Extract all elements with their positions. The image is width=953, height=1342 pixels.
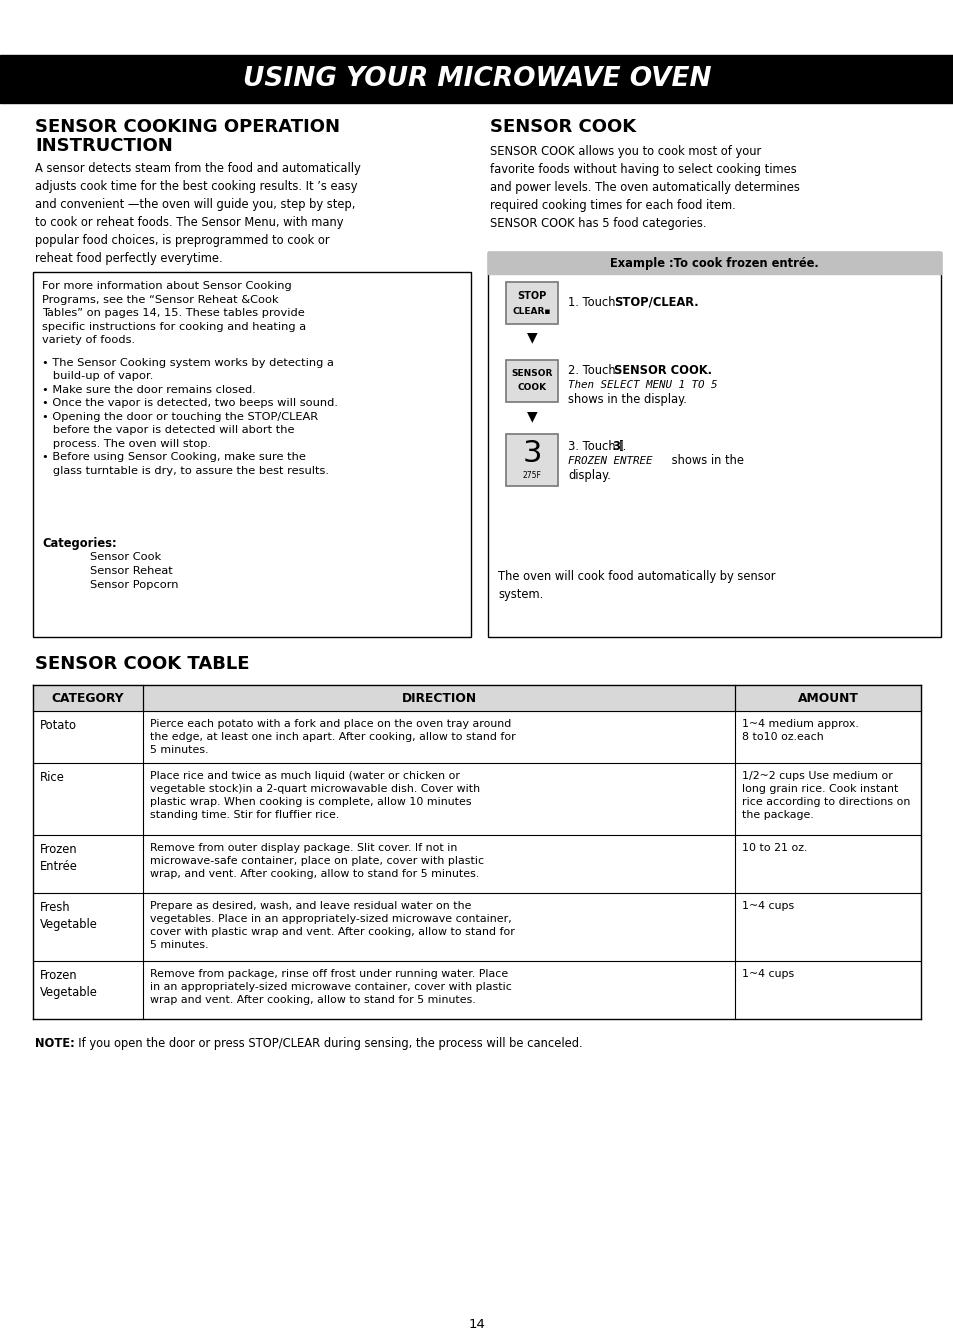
Text: Sensor Cook: Sensor Cook [90, 552, 161, 562]
Text: 1~4 medium approx.
8 to10 oz.each: 1~4 medium approx. 8 to10 oz.each [741, 719, 858, 742]
Text: 1~4 cups: 1~4 cups [741, 969, 794, 980]
Text: 3: 3 [521, 439, 541, 468]
Text: • Opening the door or touching the STOP/CLEAR
   before the vapor is detected wi: • Opening the door or touching the STOP/… [42, 412, 317, 448]
Text: Categories:: Categories: [42, 537, 116, 550]
Text: AMOUNT: AMOUNT [797, 691, 858, 705]
Text: 3: 3 [612, 439, 619, 452]
Text: A sensor detects steam from the food and automatically
adjusts cook time for the: A sensor detects steam from the food and… [35, 162, 360, 264]
Text: SENSOR COOK TABLE: SENSOR COOK TABLE [35, 655, 250, 672]
Text: 1~4 cups: 1~4 cups [741, 900, 794, 911]
Text: SENSOR COOK: SENSOR COOK [490, 118, 636, 136]
Text: COOK: COOK [517, 384, 546, 392]
Text: shows in the display.: shows in the display. [567, 392, 686, 405]
Text: display.: display. [567, 468, 610, 482]
Text: • Make sure the door remains closed.: • Make sure the door remains closed. [42, 385, 255, 395]
Text: ].: ]. [618, 439, 626, 452]
Text: SENSOR COOKING OPERATION: SENSOR COOKING OPERATION [35, 118, 339, 136]
Text: For more information about Sensor Cooking
Programs, see the “Sensor Reheat &Cook: For more information about Sensor Cookin… [42, 280, 306, 345]
Bar [505, 282, 558, 323]
Text: SENSOR COOK.: SENSOR COOK. [614, 364, 711, 377]
Bar [505, 360, 558, 403]
Text: If you open the door or press STOP/CLEAR during sensing, the process will be can: If you open the door or press STOP/CLEAR… [71, 1037, 582, 1049]
Bar [33, 684, 920, 711]
Text: Prepare as desired, wash, and leave residual water on the
vegetables. Place in a: Prepare as desired, wash, and leave resi… [150, 900, 515, 950]
Text: Frozen
Vegetable: Frozen Vegetable [40, 969, 98, 998]
Text: 10 to 21 oz.: 10 to 21 oz. [741, 843, 806, 854]
Text: The oven will cook food automatically by sensor
system.: The oven will cook food automatically by… [497, 570, 775, 601]
Text: 3. Touch [: 3. Touch [ [567, 439, 623, 452]
Bar [505, 433, 558, 486]
Text: Remove from outer display package. Slit cover. If not in
microwave-safe containe: Remove from outer display package. Slit … [150, 843, 483, 879]
Text: Potato: Potato [40, 719, 77, 731]
Text: Then SELECT MENU 1 TO 5: Then SELECT MENU 1 TO 5 [567, 380, 717, 391]
Bar [488, 252, 940, 274]
Text: Frozen
Entrée: Frozen Entrée [40, 843, 78, 874]
Text: STOP: STOP [517, 291, 546, 301]
Text: 275F: 275F [522, 471, 541, 479]
Bar [488, 252, 940, 637]
Text: Sensor Reheat: Sensor Reheat [90, 566, 172, 576]
Text: 1/2~2 cups Use medium or
long grain rice. Cook instant
rice according to directi: 1/2~2 cups Use medium or long grain rice… [741, 772, 909, 820]
Text: 14: 14 [468, 1318, 485, 1331]
Text: • Once the vapor is detected, two beeps will sound.: • Once the vapor is detected, two beeps … [42, 399, 337, 408]
Text: Remove from package, rinse off frost under running water. Place
in an appropriat: Remove from package, rinse off frost und… [150, 969, 512, 1005]
Text: Sensor Popcorn: Sensor Popcorn [90, 580, 178, 590]
Text: USING YOUR MICROWAVE OVEN: USING YOUR MICROWAVE OVEN [242, 66, 711, 93]
Text: Pierce each potato with a fork and place on the oven tray around
the edge, at le: Pierce each potato with a fork and place… [150, 719, 516, 756]
Text: Example :To cook frozen entrée.: Example :To cook frozen entrée. [610, 256, 818, 270]
Text: Rice: Rice [40, 772, 65, 784]
Text: SENSOR COOK allows you to cook most of your
favorite foods without having to sel: SENSOR COOK allows you to cook most of y… [490, 145, 799, 229]
Text: FROZEN ENTREE: FROZEN ENTREE [567, 456, 652, 466]
Text: 2. Touch: 2. Touch [567, 364, 618, 377]
Text: 1. Touch: 1. Touch [567, 295, 618, 309]
Bar [0, 55, 953, 103]
Bar [33, 684, 920, 711]
Text: CLEAR▪: CLEAR▪ [512, 306, 551, 315]
Text: shows in the: shows in the [667, 455, 743, 467]
Text: Place rice and twice as much liquid (water or chicken or
vegetable stock)in a 2-: Place rice and twice as much liquid (wat… [150, 772, 479, 820]
Text: NOTE:: NOTE: [35, 1037, 74, 1049]
Text: ▼: ▼ [526, 330, 537, 344]
Text: ▼: ▼ [526, 409, 537, 423]
Text: SENSOR: SENSOR [511, 369, 552, 377]
Text: STOP/CLEAR.: STOP/CLEAR. [614, 295, 698, 309]
Text: Fresh
Vegetable: Fresh Vegetable [40, 900, 98, 931]
Text: • The Sensor Cooking system works by detecting a
   build-up of vapor.: • The Sensor Cooking system works by det… [42, 358, 334, 381]
Text: • Before using Sensor Cooking, make sure the
   glass turntable is dry, to assur: • Before using Sensor Cooking, make sure… [42, 452, 329, 476]
Text: DIRECTION: DIRECTION [401, 691, 476, 705]
Text: CATEGORY: CATEGORY [51, 691, 124, 705]
Bar [33, 272, 471, 637]
Text: INSTRUCTION: INSTRUCTION [35, 137, 172, 154]
